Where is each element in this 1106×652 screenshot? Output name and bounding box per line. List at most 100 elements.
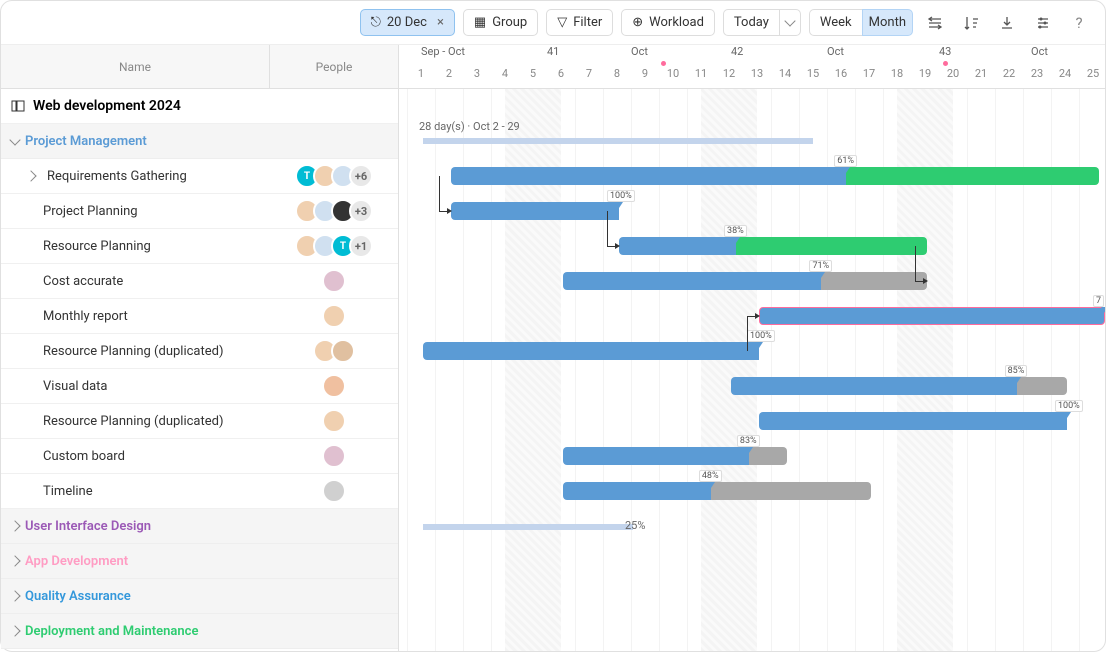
gantt-bar-row: 48%: [399, 474, 1105, 509]
project-row[interactable]: Web development 2024: [1, 89, 398, 124]
gantt-bar-row: 38%: [399, 229, 1105, 264]
gantt-bar-row: 100%: [399, 334, 1105, 369]
task-people: T+6: [270, 164, 398, 188]
help-button[interactable]: ?: [1065, 9, 1093, 37]
duration-label: 28 day(s) · Oct 2 - 29: [419, 120, 520, 133]
workload-icon: ⊕: [632, 15, 643, 30]
gantt-bar[interactable]: [563, 482, 871, 500]
task-name: Resource Planning (duplicated): [1, 344, 270, 359]
week-button[interactable]: Week: [809, 9, 862, 36]
chevron-icon: [9, 520, 20, 531]
day-label: 4: [491, 67, 519, 80]
summary-bar[interactable]: [423, 138, 813, 144]
section-row[interactable]: Deployment and Maintenance: [1, 614, 398, 649]
task-name: Resource Planning (duplicated): [1, 414, 270, 429]
month-label: 42: [731, 45, 743, 58]
sort-button[interactable]: [957, 9, 985, 37]
progress-label: 38%: [724, 225, 747, 237]
download-button[interactable]: [993, 9, 1021, 37]
gantt-bar[interactable]: [619, 237, 927, 255]
autofit-button[interactable]: [921, 9, 949, 37]
day-label: 15: [799, 67, 827, 80]
settings-button[interactable]: [1029, 9, 1057, 37]
task-people: [270, 444, 398, 468]
gantt-bar[interactable]: [759, 412, 1067, 430]
task-row[interactable]: Cost accurate: [1, 264, 398, 299]
section-label: User Interface Design: [25, 519, 151, 534]
task-row[interactable]: Resource Planning (duplicated): [1, 404, 398, 439]
task-row[interactable]: Resource Planning (duplicated): [1, 334, 398, 369]
gantt-bar[interactable]: [451, 167, 1099, 185]
filter-button[interactable]: ▽ Filter: [546, 9, 613, 36]
avatar-more[interactable]: +6: [349, 164, 373, 188]
task-row[interactable]: Requirements GatheringT+6: [1, 159, 398, 194]
section-row[interactable]: User Interface Design: [1, 509, 398, 544]
gantt-bar[interactable]: [563, 447, 787, 465]
gantt-body[interactable]: 28 day(s) · Oct 2 - 2961%100%38%71%7100%…: [399, 89, 1105, 651]
column-name-header: Name: [1, 45, 270, 88]
task-people: [270, 304, 398, 328]
avatar[interactable]: [322, 269, 346, 293]
gantt-bar[interactable]: [451, 202, 619, 220]
avatar[interactable]: [322, 374, 346, 398]
day-label: 9: [631, 67, 659, 80]
section-row[interactable]: App Development: [1, 544, 398, 579]
day-label: 8: [603, 67, 631, 80]
date-pill[interactable]: ⎋ 20 Dec ×: [360, 9, 455, 36]
gantt-bar[interactable]: [423, 342, 759, 360]
summary-bar[interactable]: [423, 524, 633, 530]
task-row[interactable]: Project Planning+3: [1, 194, 398, 229]
sidebar: Name People Web development 2024 Project…: [1, 45, 399, 651]
avatar[interactable]: [322, 444, 346, 468]
avatar[interactable]: [322, 409, 346, 433]
chevron-icon: [9, 555, 20, 566]
day-label: 16: [827, 67, 855, 80]
progress-label: 100%: [747, 330, 775, 342]
day-label: 23: [1023, 67, 1051, 80]
task-row[interactable]: Custom board: [1, 439, 398, 474]
section-row[interactable]: Project Management: [1, 124, 398, 159]
task-row[interactable]: Resource PlanningT+1: [1, 229, 398, 264]
task-row[interactable]: Monthly report: [1, 299, 398, 334]
gantt-bar[interactable]: [759, 307, 1105, 325]
section-label: Quality Assurance: [25, 589, 131, 604]
day-label: 24: [1051, 67, 1079, 80]
gantt-bar-row: 85%: [399, 369, 1105, 404]
month-button[interactable]: Month: [862, 9, 913, 36]
today-dropdown[interactable]: [779, 9, 801, 36]
task-name: Cost accurate: [1, 274, 270, 289]
avatar[interactable]: [322, 479, 346, 503]
group-button[interactable]: ▦ Group: [463, 9, 538, 36]
progress-label: 100%: [1055, 400, 1083, 412]
task-name: Requirements Gathering: [1, 169, 270, 184]
section-label: App Development: [25, 554, 128, 569]
progress-label: 61%: [834, 155, 857, 167]
chevron-icon: [25, 170, 36, 181]
workload-button[interactable]: ⊕ Workload: [621, 9, 715, 36]
task-row[interactable]: Timeline: [1, 474, 398, 509]
gantt-bar[interactable]: [563, 272, 927, 290]
avatar-more[interactable]: +3: [349, 199, 373, 223]
avatar[interactable]: [322, 304, 346, 328]
task-name: Visual data: [1, 379, 270, 394]
month-label: 43: [939, 45, 951, 58]
workload-label: Workload: [649, 15, 704, 30]
project-icon: [11, 99, 25, 113]
task-name: Timeline: [1, 484, 270, 499]
gantt-bar-row: 100%: [399, 404, 1105, 439]
day-label: 19: [911, 67, 939, 80]
avatar-more[interactable]: +1: [349, 234, 373, 258]
day-label: 7: [575, 67, 603, 80]
section-label: Project Management: [25, 134, 147, 149]
task-people: [270, 479, 398, 503]
day-label: 10: [659, 67, 687, 80]
month-label: Oct: [827, 45, 844, 58]
view-group: Week Month: [809, 9, 913, 36]
task-row[interactable]: Visual data: [1, 369, 398, 404]
section-row[interactable]: Quality Assurance: [1, 579, 398, 614]
gantt-bar-row: 71%: [399, 264, 1105, 299]
close-icon[interactable]: ×: [437, 15, 444, 30]
avatar[interactable]: [331, 339, 355, 363]
chevron-icon: [9, 625, 20, 636]
today-button[interactable]: Today: [723, 9, 779, 36]
